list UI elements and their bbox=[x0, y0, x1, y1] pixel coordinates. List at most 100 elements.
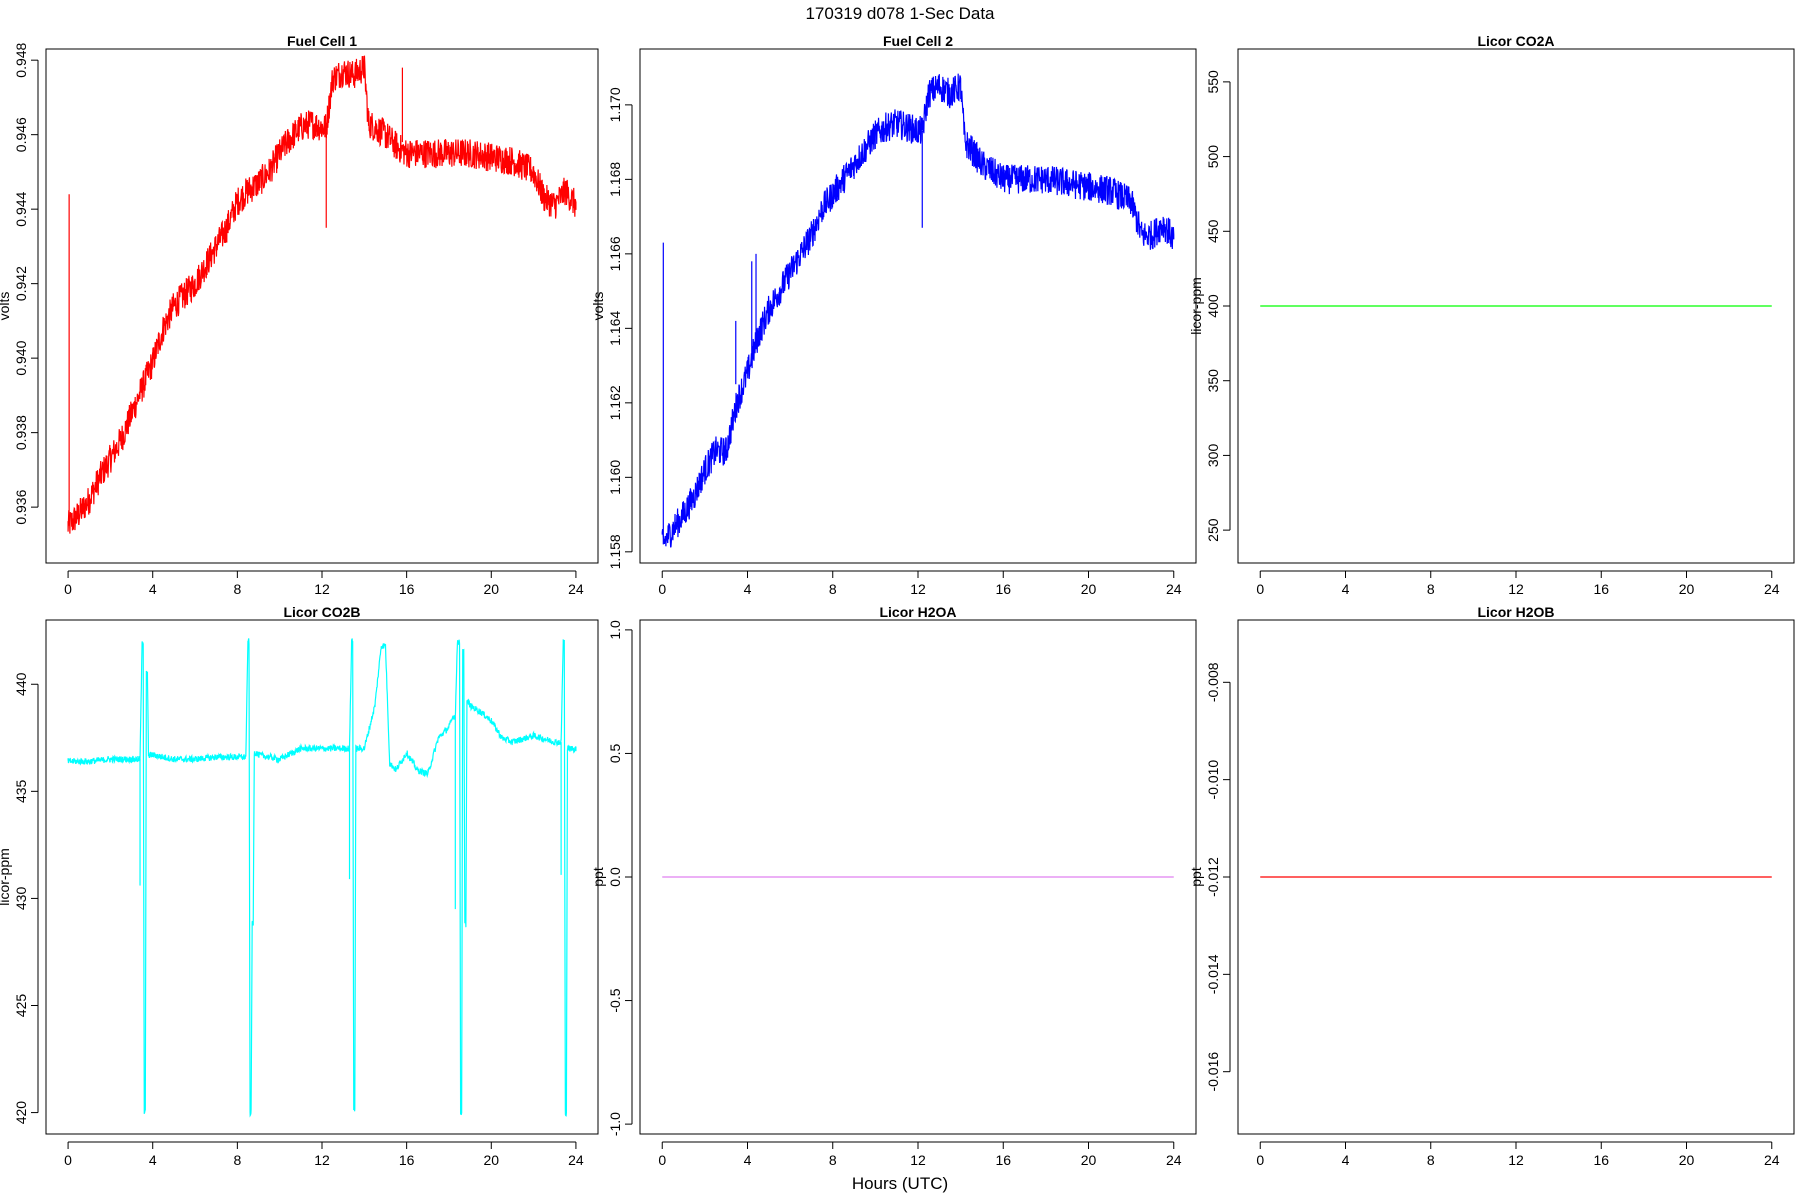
plot-frame bbox=[45, 619, 599, 1135]
x-tick-label: 0 bbox=[658, 1152, 666, 1168]
x-tick-label: 0 bbox=[64, 1152, 72, 1168]
y-tick-label: 0.942 bbox=[13, 266, 29, 301]
x-tick-label: 20 bbox=[483, 581, 499, 597]
y-axis: 1.158 1.160 1.162 1.164 1.166 1.168 1.170 bbox=[607, 87, 633, 569]
y-axis-label: licor-ppm bbox=[0, 848, 12, 906]
x-tick-label: 8 bbox=[233, 1152, 241, 1168]
y-axis-label: ppt bbox=[590, 867, 606, 887]
x-tick-label: 4 bbox=[1342, 581, 1350, 597]
x-tick-label: 12 bbox=[1508, 581, 1524, 597]
y-tick-label: 1.162 bbox=[607, 385, 623, 420]
x-tick-label: 24 bbox=[1764, 1152, 1780, 1168]
y-tick-label: 1.0 bbox=[607, 620, 623, 640]
x-tick-label: 20 bbox=[483, 1152, 499, 1168]
series-line bbox=[661, 73, 1175, 548]
y-tick-label: 400 bbox=[1205, 294, 1221, 318]
x-tick-label: 20 bbox=[1081, 581, 1097, 597]
y-tick-label: 350 bbox=[1205, 369, 1221, 393]
x-tick-label: 24 bbox=[1166, 581, 1182, 597]
y-tick-label: 435 bbox=[13, 779, 29, 803]
y-axis: 420 425 430 435 440 bbox=[13, 672, 39, 1125]
y-tick-label: -0.010 bbox=[1205, 760, 1221, 800]
panel-5: Licor H2OA 0 4 8 12 16 20 24 -1.0 -0.5 0.0 0.5 1.0 pp… bbox=[590, 604, 1197, 1168]
x-axis: 0 4 8 12 16 20 24 bbox=[64, 1141, 584, 1168]
x-tick-label: 0 bbox=[64, 581, 72, 597]
y-axis-label: volts bbox=[590, 292, 606, 321]
x-tick-label: 8 bbox=[829, 1152, 837, 1168]
plot-frame bbox=[45, 48, 599, 564]
y-tick-label: 450 bbox=[1205, 219, 1221, 243]
x-tick-label: 8 bbox=[829, 581, 837, 597]
panel-3: Licor CO2A 0 4 8 12 16 20 24 250 300 350 400 450 500 5… bbox=[1188, 33, 1795, 597]
y-tick-label: 300 bbox=[1205, 444, 1221, 468]
y-tick-label: -0.012 bbox=[1205, 857, 1221, 897]
plot-frame bbox=[1237, 48, 1795, 564]
x-tick-label: 20 bbox=[1679, 1152, 1695, 1168]
y-tick-label: 0.0 bbox=[607, 867, 623, 887]
y-tick-label: 430 bbox=[13, 887, 29, 911]
y-tick-label: 0.940 bbox=[13, 340, 29, 375]
y-tick-label: 1.158 bbox=[607, 534, 623, 569]
series-layer bbox=[67, 638, 577, 1118]
y-tick-label: 1.160 bbox=[607, 460, 623, 495]
panel-title: Licor CO2A bbox=[1477, 33, 1554, 49]
x-tick-label: 16 bbox=[399, 581, 415, 597]
x-tick-label: 8 bbox=[1427, 1152, 1435, 1168]
y-tick-label: 440 bbox=[13, 672, 29, 696]
y-tick-label: -0.5 bbox=[607, 988, 623, 1012]
x-tick-label: 4 bbox=[149, 1152, 157, 1168]
y-axis: 250 300 350 400 450 500 550 bbox=[1205, 70, 1231, 542]
y-tick-label: 0.948 bbox=[13, 42, 29, 77]
x-tick-label: 4 bbox=[1342, 1152, 1350, 1168]
panel-4: Licor CO2B 0 4 8 12 16 20 24 420 425 430 435 440 lico… bbox=[0, 604, 599, 1168]
x-tick-label: 24 bbox=[1166, 1152, 1182, 1168]
y-axis: -0.016 -0.014 -0.012 -0.010 -0.008 bbox=[1205, 662, 1231, 1092]
plot-frame bbox=[639, 48, 1197, 564]
series-layer bbox=[661, 73, 1175, 548]
x-axis: 0 4 8 12 16 20 24 bbox=[658, 570, 1182, 597]
x-tick-label: 16 bbox=[1593, 1152, 1609, 1168]
y-axis-label: ppt bbox=[1188, 867, 1204, 887]
x-tick-label: 12 bbox=[1508, 1152, 1524, 1168]
y-axis: 0.936 0.938 0.940 0.942 0.944 0.946 0.948 bbox=[13, 42, 39, 525]
x-tick-label: 12 bbox=[910, 581, 926, 597]
panels-group: Fuel Cell 10 4 8 12 16 20 240.9360.9380.9400.9… bbox=[0, 33, 1795, 1168]
x-tick-label: 24 bbox=[568, 581, 584, 597]
y-tick-label: -0.014 bbox=[1205, 954, 1221, 994]
x-tick-label: 20 bbox=[1081, 1152, 1097, 1168]
plot-frame bbox=[639, 619, 1197, 1135]
x-tick-label: 12 bbox=[910, 1152, 926, 1168]
x-axis: 0 4 8 12 16 20 24 bbox=[1256, 1141, 1780, 1168]
page-title: 170319 d078 1-Sec Data bbox=[805, 4, 995, 23]
panel-title: Fuel Cell 1 bbox=[287, 33, 357, 49]
y-tick-label: -1.0 bbox=[607, 1112, 623, 1136]
x-tick-label: 16 bbox=[399, 1152, 415, 1168]
x-tick-label: 20 bbox=[1679, 581, 1695, 597]
series-layer bbox=[67, 55, 577, 534]
x-tick-label: 8 bbox=[1427, 581, 1435, 597]
series-line bbox=[67, 55, 577, 534]
y-tick-label: 420 bbox=[13, 1101, 29, 1125]
y-tick-label: 0.938 bbox=[13, 415, 29, 450]
plot-frame bbox=[1237, 619, 1795, 1135]
y-tick-label: -0.016 bbox=[1205, 1052, 1221, 1092]
x-tick-label: 24 bbox=[1764, 581, 1780, 597]
x-axis: 0 4 8 12 16 20 24 bbox=[658, 1141, 1182, 1168]
y-tick-label: 550 bbox=[1205, 70, 1221, 94]
x-tick-label: 0 bbox=[1256, 581, 1264, 597]
y-tick-label: 0.946 bbox=[13, 117, 29, 152]
panel-title: Licor CO2B bbox=[283, 604, 360, 620]
y-tick-label: 1.168 bbox=[607, 162, 623, 197]
y-tick-label: 1.170 bbox=[607, 87, 623, 122]
y-tick-label: 425 bbox=[13, 994, 29, 1018]
y-axis: -1.0 -0.5 0.0 0.5 1.0 bbox=[607, 620, 633, 1136]
panel-1: Fuel Cell 10 4 8 12 16 20 240.9360.9380.9400.9… bbox=[0, 33, 599, 597]
x-tick-label: 16 bbox=[995, 581, 1011, 597]
x-tick-label: 16 bbox=[1593, 581, 1609, 597]
y-tick-label: 0.936 bbox=[13, 489, 29, 524]
y-axis-label: volts bbox=[0, 292, 12, 321]
x-tick-label: 16 bbox=[995, 1152, 1011, 1168]
y-tick-label: 0.944 bbox=[13, 191, 29, 226]
